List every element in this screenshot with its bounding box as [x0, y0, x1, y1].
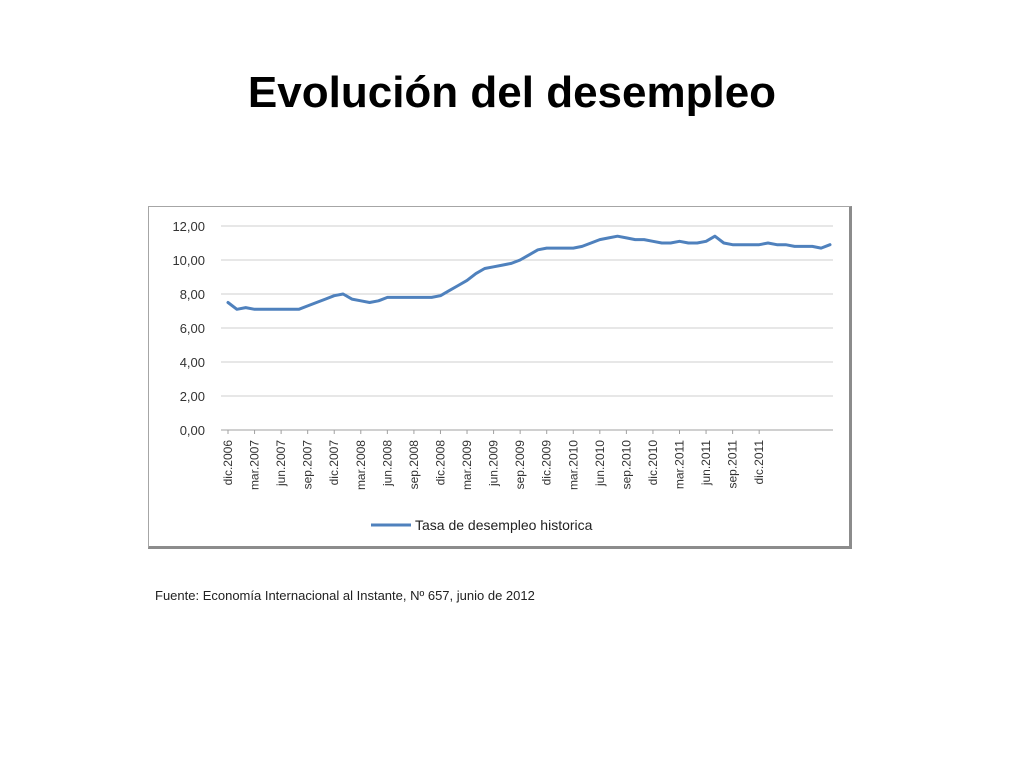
x-tick-label: dic.2006 [221, 440, 235, 486]
chart-frame: 0,00 2,00 4,00 6,00 8,00 10,00 12,00 dic.2006 m… [148, 206, 852, 549]
x-tick-label: sep.2007 [301, 440, 315, 490]
x-tick-label: mar.2008 [354, 440, 368, 490]
y-axis-ticks: 0,00 2,00 4,00 6,00 8,00 10,00 12,00 [172, 219, 205, 438]
x-tick-label: mar.2010 [566, 440, 580, 490]
legend-label: Tasa de desempleo historica [415, 517, 593, 533]
x-tick-label: dic.2009 [540, 440, 554, 486]
x-tick-label: mar.2009 [460, 440, 474, 490]
x-tick-label: jun.2008 [380, 440, 394, 487]
x-tick-label: jun.2010 [593, 440, 607, 487]
series-line-tasa-desempleo [226, 234, 832, 311]
y-tick-label: 4,00 [180, 355, 205, 370]
x-tick-label: mar.2011 [673, 440, 687, 489]
x-axis-ticks: dic.2006 mar.2007 jun.2007 sep.2007 dic.2007… [221, 430, 766, 490]
x-tick-label: sep.2009 [513, 440, 527, 490]
x-tick-label: sep.2011 [726, 440, 740, 489]
line-chart: 0,00 2,00 4,00 6,00 8,00 10,00 12,00 dic.2006 m… [172, 219, 833, 533]
legend: Tasa de desempleo historica [371, 517, 593, 533]
x-tick-label: dic.2008 [433, 440, 447, 486]
series-layer [226, 234, 832, 311]
y-tick-label: 8,00 [180, 287, 205, 302]
x-tick-label: dic.2011 [752, 440, 766, 485]
slide-title: Evolución del desempleo [247, 68, 777, 117]
gridlines [221, 225, 833, 431]
y-tick-label: 12,00 [172, 219, 205, 234]
y-tick-label: 0,00 [180, 423, 205, 438]
x-tick-label: jun.2009 [487, 440, 501, 487]
x-tick-label: sep.2010 [619, 440, 633, 490]
x-tick-label: jun.2011 [699, 440, 713, 486]
x-tick-label: dic.2007 [327, 440, 341, 486]
x-tick-label: mar.2007 [248, 440, 262, 490]
x-tick-label: dic.2010 [646, 440, 660, 486]
y-tick-label: 2,00 [180, 389, 205, 404]
y-tick-label: 6,00 [180, 321, 205, 336]
y-tick-label: 10,00 [172, 253, 205, 268]
x-tick-label: jun.2007 [274, 440, 288, 487]
x-tick-label: sep.2008 [407, 440, 421, 490]
source-note: Fuente: Economía Internacional al Instan… [155, 588, 535, 603]
